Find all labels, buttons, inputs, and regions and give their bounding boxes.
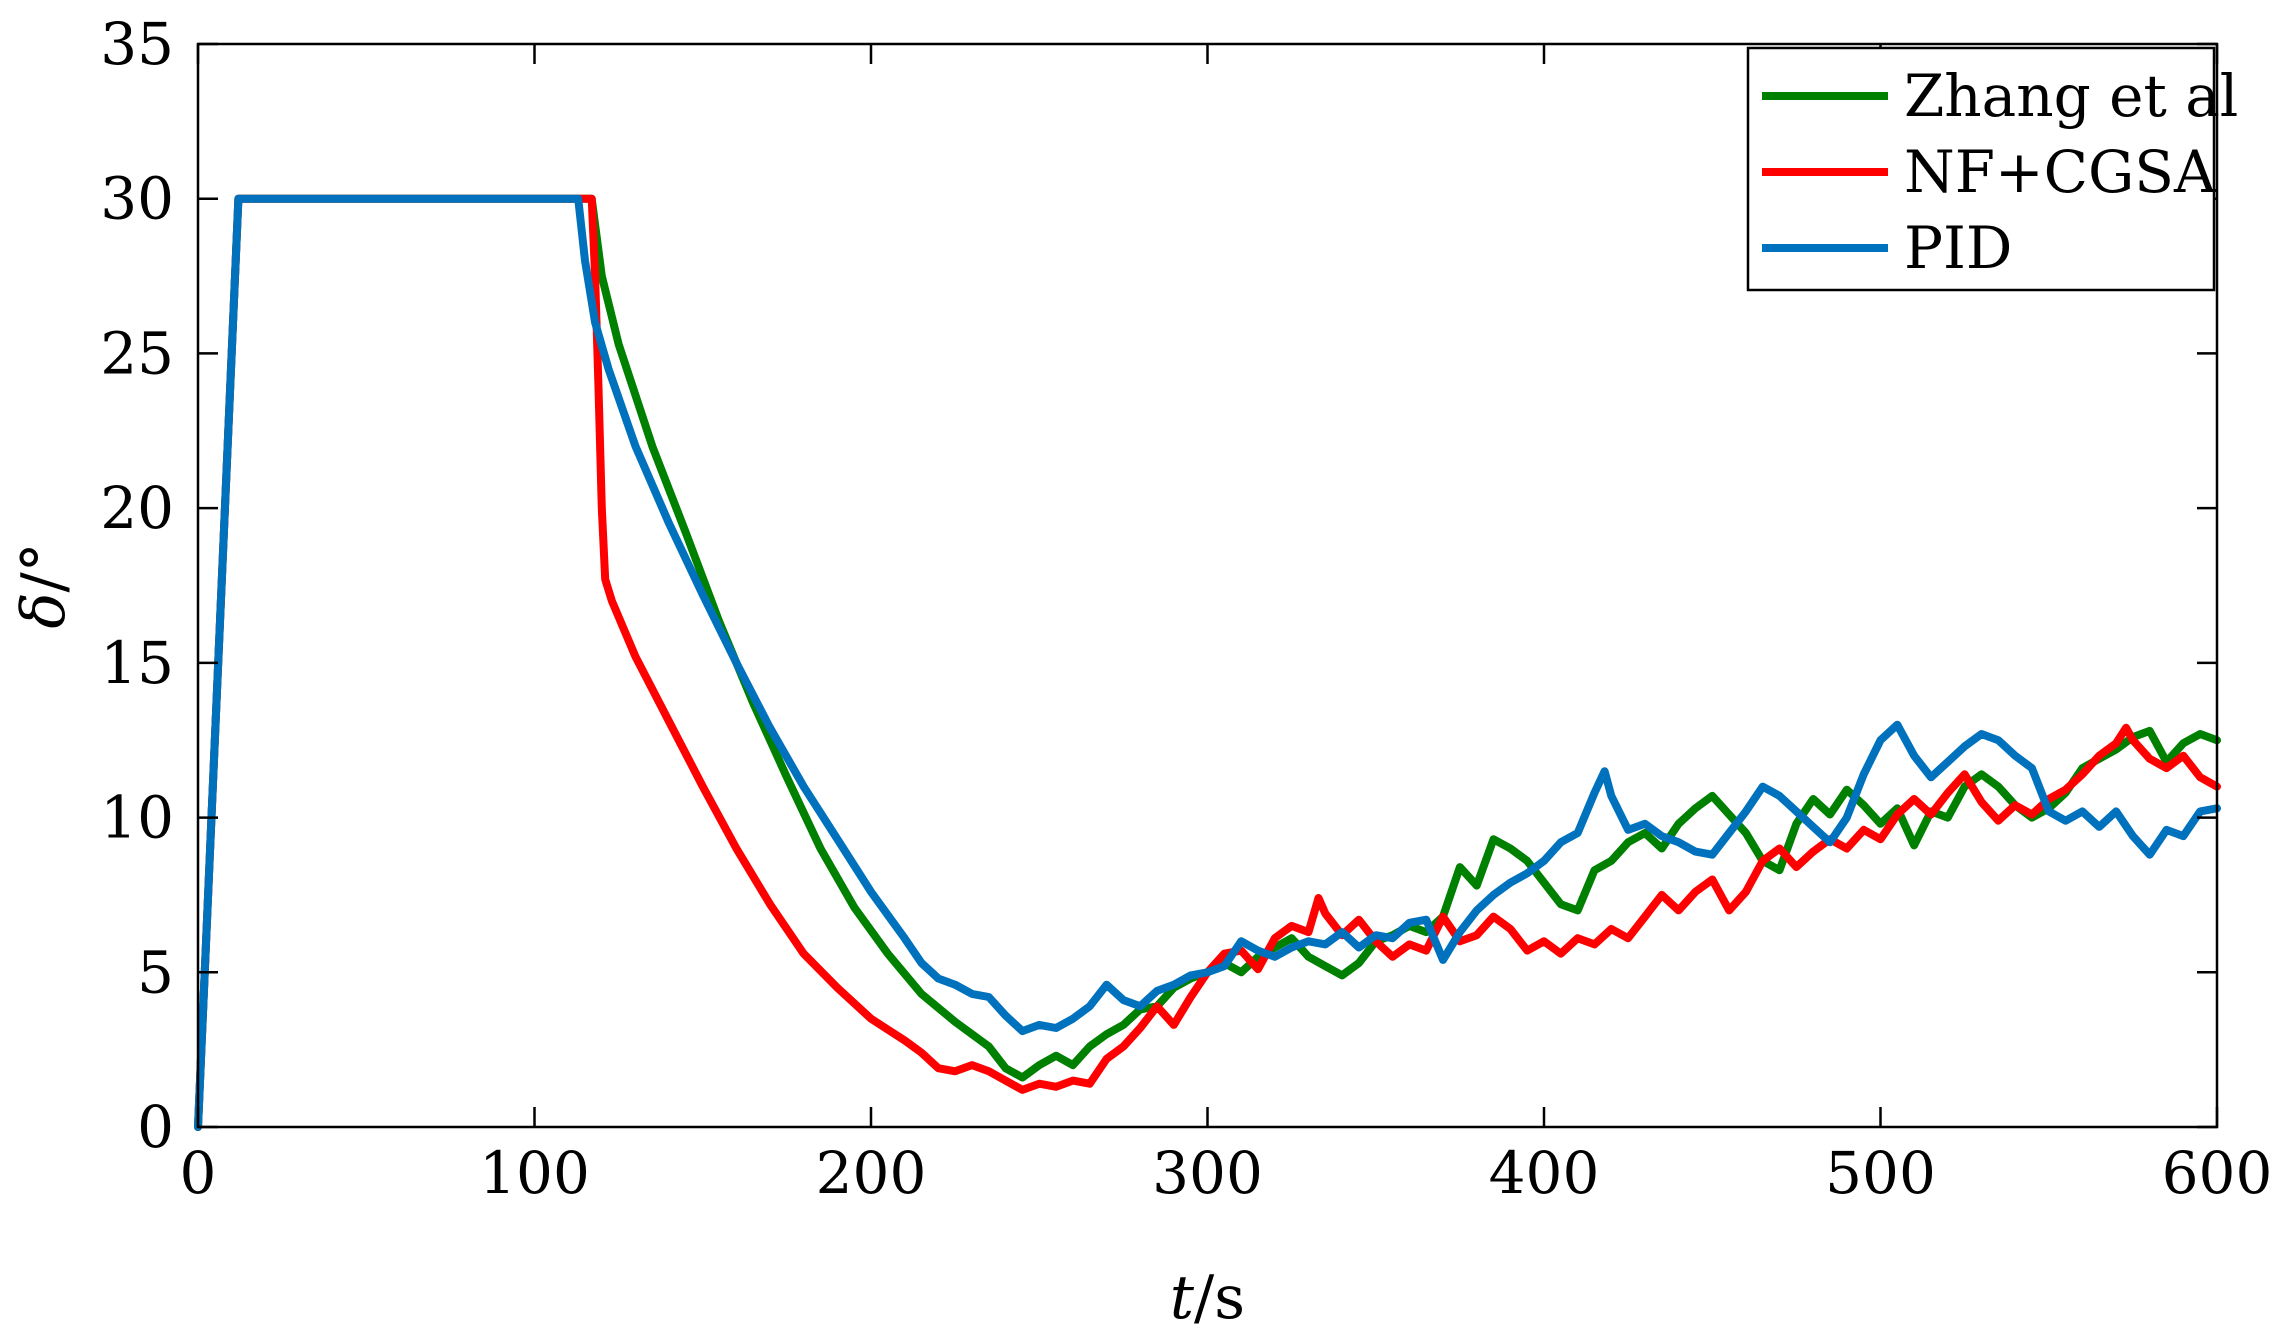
x-tick-label: 400	[1489, 1139, 1600, 1207]
x-axis-label-unit: /s	[1194, 1263, 1245, 1333]
series-line-1	[194, 194, 2221, 1131]
y-tick-label: 20	[100, 474, 174, 542]
x-tick-label: 100	[479, 1139, 590, 1207]
legend-entry: NF+CGSA	[1762, 138, 2217, 206]
y-tick-label: 15	[100, 629, 174, 697]
legend-entry: Zhang et al	[1762, 62, 2238, 130]
legend: Zhang et al NF+CGSA PID	[1746, 46, 2238, 292]
x-tick-label: 600	[2162, 1139, 2273, 1207]
x-axis-label: t/s	[1170, 1263, 1245, 1333]
x-tick-label: 0	[180, 1139, 217, 1207]
y-tick-label: 35	[100, 10, 174, 78]
legend-label: PID	[1904, 214, 2012, 282]
tick-layer: 0 100 200 300 400 500 600 0 5 10 15 20 25 30 35	[100, 10, 2272, 1207]
x-axis-label-variable: t	[1170, 1263, 1195, 1333]
legend-entry: PID	[1762, 214, 2012, 282]
legend-label: NF+CGSA	[1904, 138, 2217, 206]
x-tick-label: 500	[1825, 1139, 1936, 1207]
legend-label: Zhang et al	[1904, 62, 2238, 130]
y-tick-label: 10	[100, 784, 174, 852]
y-tick-label: 5	[137, 938, 174, 1006]
series-line-2	[194, 194, 2221, 1131]
y-axis-label-variable: δ	[9, 593, 79, 629]
x-tick-label: 300	[1152, 1139, 1263, 1207]
y-axis-label: δ/°	[9, 542, 79, 628]
y-tick-label: 25	[100, 319, 174, 387]
y-tick-label: 30	[100, 165, 174, 233]
x-tick-label: 200	[816, 1139, 927, 1207]
y-axis-label-unit: /°	[9, 542, 79, 592]
series-layer	[194, 194, 2221, 1131]
y-tick-label: 0	[137, 1093, 174, 1161]
